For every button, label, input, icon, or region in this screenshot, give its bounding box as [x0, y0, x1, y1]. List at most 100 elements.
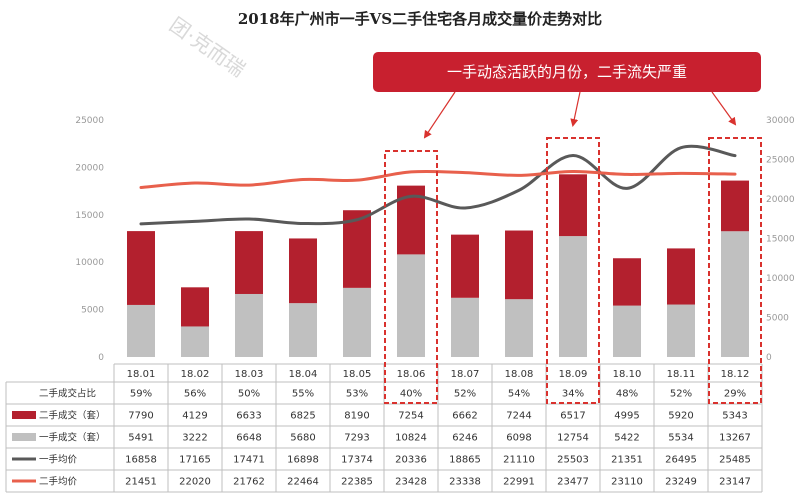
table-cell: 59%: [130, 389, 152, 400]
table-cell: 25503: [557, 455, 589, 466]
table-cell: 22991: [503, 477, 535, 488]
left-axis-tick-label: 5000: [81, 306, 104, 316]
table-cell: 6633: [236, 411, 261, 422]
category-label: 18.01: [127, 369, 156, 380]
left-axis-tick-label: 0: [98, 353, 104, 363]
second-hand-volume-bar: [127, 231, 155, 305]
annotation-text: 一手动态活跃的月份，二手流失严重: [447, 63, 687, 81]
table-cell: 5422: [614, 433, 639, 444]
table-cell: 6662: [452, 411, 477, 422]
table-cell: 23147: [719, 477, 751, 488]
category-label: 18.12: [721, 369, 750, 380]
first-hand-volume-bar: [505, 299, 533, 357]
table-cell: 17374: [341, 455, 373, 466]
annotation-arrow: [423, 91, 456, 139]
table-cell: 22464: [287, 477, 319, 488]
table-cell: 22385: [341, 477, 373, 488]
table-cell: 6517: [560, 411, 585, 422]
table-cell: 26495: [665, 455, 697, 466]
right-axis-tick-label: 0: [766, 353, 772, 363]
annotation-arrows: [423, 91, 737, 139]
table-cell: 55%: [292, 389, 314, 400]
table-cell: 16858: [125, 455, 157, 466]
second-hand-volume-bar: [667, 248, 695, 305]
first-hand-volume-bar: [289, 303, 317, 357]
category-label: 18.02: [181, 369, 210, 380]
annotation-banner-bg: [373, 52, 761, 92]
category-label: 18.08: [505, 369, 534, 380]
legend-swatch: [12, 433, 36, 441]
table-cell: 7244: [506, 411, 531, 422]
left-axis-tick-label: 15000: [75, 211, 104, 221]
table-cell: 50%: [238, 389, 260, 400]
first-hand-price-line: [139, 144, 737, 226]
left-axis-tick-label: 20000: [75, 163, 104, 173]
second-hand-volume-bar: [181, 287, 209, 327]
highlight-box: [546, 137, 600, 404]
table-cell: 23428: [395, 477, 427, 488]
annotation-arrow: [570, 91, 581, 127]
table-row-label: 二手成交（套）: [39, 410, 106, 422]
table-cell: 10824: [395, 433, 427, 444]
table-cell: 21762: [233, 477, 265, 488]
table-cell: 29%: [724, 389, 746, 400]
table-cell: 34%: [562, 389, 584, 400]
annotation-banner: 一手动态活跃的月份，二手流失严重: [373, 52, 761, 92]
table-cell: 20336: [395, 455, 427, 466]
second-hand-volume-bar: [721, 180, 749, 232]
first-hand-volume-bar: [181, 326, 209, 357]
first-hand-volume-bar: [451, 297, 479, 357]
category-label: 18.07: [451, 369, 480, 380]
legend-swatch: [12, 411, 36, 419]
table-cell: 54%: [508, 389, 530, 400]
second-hand-volume-bar: [235, 231, 263, 294]
category-label: 18.10: [613, 369, 642, 380]
table-cell: 5534: [668, 433, 693, 444]
table-cell: 13267: [719, 433, 751, 444]
first-hand-volume-bar: [667, 304, 695, 357]
table-row-label: 一手均价: [39, 454, 78, 466]
table-cell: 53%: [346, 389, 368, 400]
table-cell: 23477: [557, 477, 589, 488]
table-cell: 16898: [287, 455, 319, 466]
category-label: 18.03: [235, 369, 264, 380]
table-cell: 23338: [449, 477, 481, 488]
right-axis-tick-label: 30000: [766, 116, 795, 126]
category-label: 18.06: [397, 369, 426, 380]
first-hand-volume-bar: [721, 231, 749, 357]
table-cell: 8190: [344, 411, 369, 422]
table-cell: 7790: [128, 411, 153, 422]
table-cell: 56%: [184, 389, 206, 400]
table-cell: 23249: [665, 477, 697, 488]
right-axis-tick-label: 15000: [766, 235, 795, 245]
table-cell: 12754: [557, 433, 589, 444]
table-cell: 17471: [233, 455, 265, 466]
data-table: 18.01 18.02 18.03 18.04 18.05 18.06 18.07 18.08…: [5, 363, 763, 493]
table-cell: 6098: [506, 433, 531, 444]
second-hand-volume-bar: [505, 230, 533, 300]
chart-title: 2018年广州市一手VS二手住宅各月成交量价走势对比: [238, 10, 602, 28]
annotation-arrow: [711, 91, 737, 126]
table-row-label: 一手成交（套）: [39, 432, 106, 444]
table-cell: 17165: [179, 455, 211, 466]
table-row-label: 二手均价: [39, 476, 78, 488]
right-axis-tick-label: 20000: [766, 195, 795, 205]
right-axis-tick-label: 10000: [766, 274, 795, 284]
highlight-box: [708, 137, 762, 404]
right-axis-tick-label: 5000: [766, 314, 789, 324]
category-label: 18.09: [559, 369, 588, 380]
table-cell: 3222: [182, 433, 207, 444]
table-cell: 21110: [503, 455, 535, 466]
first-hand-volume-bar: [613, 305, 641, 357]
table-cell: 52%: [670, 389, 692, 400]
table-cell: 48%: [616, 389, 638, 400]
table-cell: 23110: [611, 477, 643, 488]
table-cell: 6246: [452, 433, 477, 444]
table-cell: 40%: [400, 389, 422, 400]
second-hand-volume-bar: [289, 238, 317, 304]
table-cell: 6648: [236, 433, 261, 444]
second-hand-volume-bar: [559, 174, 587, 237]
first-hand-volume-bar: [559, 236, 587, 357]
table-cell: 22020: [179, 477, 211, 488]
